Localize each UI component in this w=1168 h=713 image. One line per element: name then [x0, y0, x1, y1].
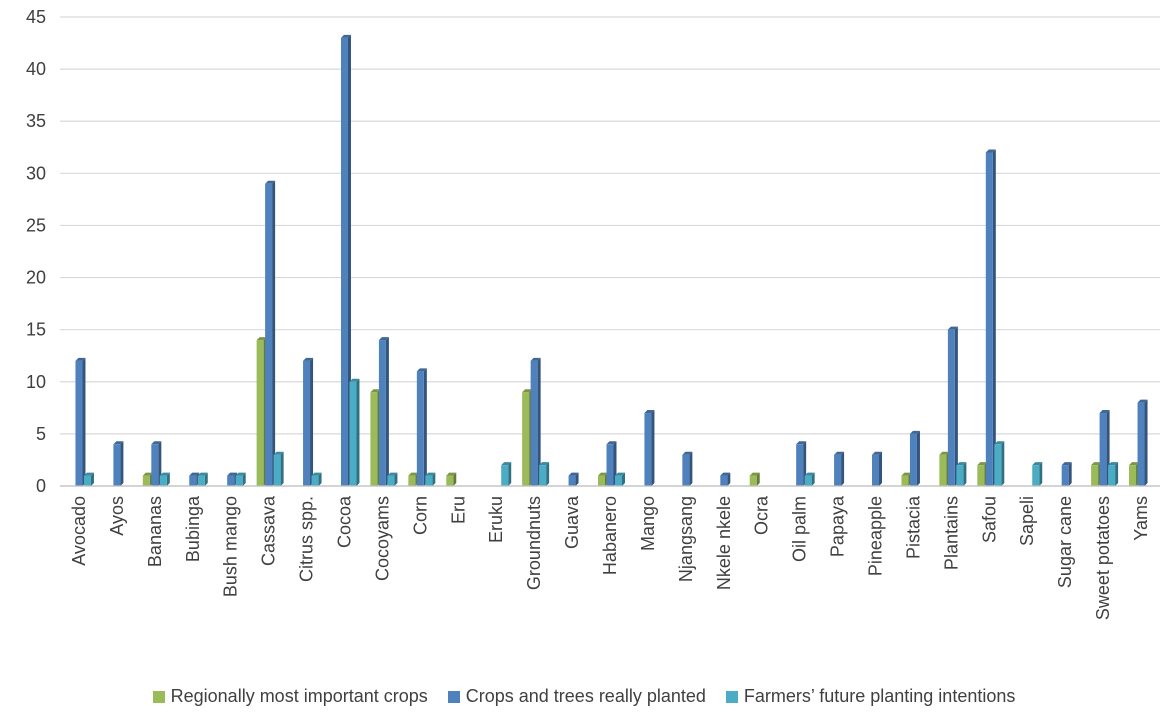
bars [75, 34, 1148, 486]
bar [265, 180, 276, 486]
x-axis: Avocado Ayos Bananas Bubinga Bush mango Cassa… [60, 485, 1160, 620]
x-tick-label: Mango [638, 496, 658, 551]
bar [530, 357, 541, 486]
bar [311, 472, 322, 486]
x-tick-label: Sugar cane [1055, 496, 1075, 588]
y-tick-label: 5 [36, 424, 46, 444]
bar [416, 368, 427, 486]
bar [682, 451, 693, 486]
bar [947, 326, 958, 486]
legend: Regionally most important crops Crops and… [0, 686, 1168, 707]
y-tick-label: 0 [36, 476, 46, 496]
y-tick-label: 35 [26, 111, 46, 131]
bar [501, 462, 512, 486]
y-tick-label: 25 [26, 215, 46, 235]
bar [235, 472, 246, 486]
x-tick-label: Plantains [941, 496, 961, 570]
x-tick-label: Bananas [145, 496, 165, 567]
x-tick-label: Yams [1131, 496, 1151, 541]
x-tick-label: Safou [979, 496, 999, 543]
bar [197, 472, 208, 486]
bar [349, 378, 360, 486]
x-tick-label: Njangsang [676, 496, 696, 582]
x-tick-label: Sweet potatoes [1093, 496, 1113, 620]
bar [1137, 399, 1148, 486]
bar [615, 472, 625, 486]
bar [113, 441, 124, 486]
bar [909, 430, 920, 486]
bar [568, 472, 579, 486]
x-tick-label: Eruku [486, 496, 506, 543]
x-tick-label: Bush mango [221, 496, 241, 597]
bar [446, 472, 457, 486]
y-axis: 0 5 10 15 20 25 30 35 40 45 [26, 7, 46, 496]
bar [1032, 462, 1043, 486]
bar [273, 451, 284, 486]
bar [956, 462, 967, 486]
bar [796, 441, 807, 486]
bar [387, 472, 398, 486]
bar [1108, 462, 1119, 486]
x-tick-label: Corn [410, 496, 430, 535]
x-tick-label: Pistacia [903, 495, 923, 559]
x-tick-label: Cassava [259, 495, 279, 566]
bar [606, 441, 617, 486]
bar [804, 472, 815, 486]
bar [159, 472, 170, 486]
x-tick-label: Eru [448, 496, 468, 524]
x-tick-label: Avocado [69, 496, 89, 566]
bar [151, 441, 162, 486]
legend-item: Farmers’ future planting intentions [725, 686, 1016, 707]
y-tick-label: 30 [26, 163, 46, 183]
bar [425, 472, 436, 486]
y-tick-label: 10 [26, 372, 46, 392]
legend-swatch [152, 690, 165, 703]
legend-label: Farmers’ future planting intentions [743, 686, 1016, 706]
x-tick-label: Cocoyams [372, 496, 392, 581]
bar [303, 357, 314, 486]
bar [985, 149, 996, 486]
bar [539, 462, 550, 486]
bar [872, 451, 883, 486]
x-tick-label: Ayos [107, 496, 127, 536]
x-tick-label: Pineapple [866, 496, 886, 576]
bar [75, 357, 86, 486]
x-tick-label: Ocra [752, 495, 772, 535]
bar [749, 472, 760, 486]
legend-item: Crops and trees really planted [447, 686, 706, 707]
legend-label: Crops and trees really planted [465, 686, 706, 706]
x-tick-label: Sapeli [1017, 496, 1037, 546]
x-tick-label: Cocoa [334, 495, 354, 548]
x-tick-label: Groundnuts [524, 496, 544, 590]
bar [340, 34, 351, 486]
y-tick-label: 45 [26, 7, 46, 27]
x-tick-label: Oil palm [790, 496, 810, 562]
bar [994, 441, 1005, 486]
x-tick-label: Papaya [828, 495, 848, 557]
bar [378, 337, 389, 486]
x-tick-label: Habanero [600, 496, 620, 575]
bar [644, 410, 655, 486]
legend-label: Regionally most important crops [170, 686, 428, 706]
x-tick-label: Bubinga [183, 495, 203, 562]
legend-swatch [725, 690, 738, 703]
legend-item: Regionally most important crops [152, 686, 428, 707]
x-tick-label: Nkele nkele [714, 496, 734, 590]
bar [83, 472, 94, 486]
bar [1061, 462, 1072, 486]
y-tick-label: 40 [26, 59, 46, 79]
legend-swatch [447, 690, 460, 703]
bar [834, 451, 845, 486]
x-tick-label: Citrus spp. [297, 496, 317, 582]
y-tick-label: 15 [26, 320, 46, 340]
y-tick-label: 20 [26, 268, 46, 288]
gridlines [60, 16, 1160, 487]
bar [720, 472, 731, 486]
x-tick-label: Guava [562, 495, 582, 549]
